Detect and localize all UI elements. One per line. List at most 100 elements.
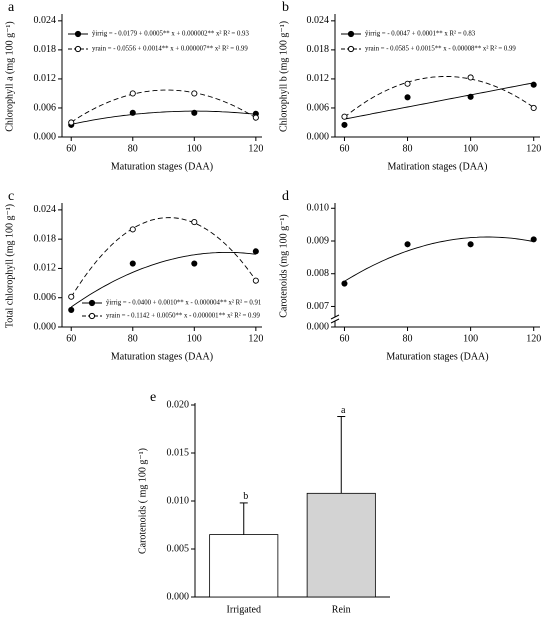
x-tick-label: 100 (187, 143, 202, 154)
y-tick-label: 0.007 (307, 301, 330, 312)
y-tick-label: 0.012 (34, 73, 57, 84)
legend-marker (74, 30, 82, 38)
legend-marker (74, 45, 82, 53)
y-tick-label: 0.005 (167, 543, 190, 554)
data-point (129, 226, 136, 233)
legend-marker (347, 30, 355, 38)
significance-letter: b (243, 491, 248, 502)
trend-line (344, 82, 534, 120)
data-point (68, 119, 75, 126)
x-tick-label: 60 (66, 333, 76, 344)
data-point (341, 280, 348, 287)
y-axis-label: Chlorophyll b (mg 100 g⁻¹) (278, 21, 289, 132)
legend-marker (347, 45, 355, 53)
y-tick-label: 0.018 (34, 233, 57, 244)
legend-label: ŷirrig = - 0.0047 + 0.0001** x R² = 0.83 (365, 31, 476, 38)
x-tick-label: 60 (339, 143, 349, 154)
trend-line (70, 251, 256, 308)
bar (306, 492, 376, 598)
y-tick-label: 0.010 (167, 495, 190, 506)
legend-label: yrain = - 0.1142 + 0.0050** x - 0.000001… (106, 313, 260, 320)
y-tick-label: 0.012 (307, 73, 330, 84)
y-tick-label: 0.012 (34, 263, 57, 274)
y-tick-label: 0.006 (307, 102, 330, 113)
x-tick-label: 60 (66, 143, 76, 154)
data-point (68, 293, 75, 300)
x-tick-label: 60 (339, 333, 349, 344)
legend-label: ŷirrig = - 0.0179 + 0.0005** x + 0.00000… (92, 31, 249, 38)
data-point (191, 90, 198, 97)
y-tick-label: 0.018 (307, 44, 330, 55)
y-tick-label: 0.000 (307, 321, 330, 332)
x-axis-label: Maturation stages (DAA) (111, 351, 213, 362)
legend-label: ŷirrig = - 0.0400 + 0.0010** x - 0.00000… (106, 300, 261, 307)
data-point (252, 248, 259, 255)
x-tick-label: 100 (463, 333, 478, 344)
axis-break-mark (330, 318, 340, 324)
x-tick-label: 120 (526, 333, 541, 344)
trend-line (71, 110, 256, 125)
x-tick-label: 80 (403, 333, 413, 344)
y-tick-label: 0.015 (167, 447, 190, 458)
data-point (252, 277, 259, 284)
panel-label: a (8, 0, 15, 15)
x-tick-label: 100 (187, 333, 202, 344)
data-point (68, 306, 75, 313)
panel-label: b (282, 0, 289, 15)
x-axis-label: Maturation stages (DAA) (111, 161, 213, 172)
legend-label: yrain = - 0.0556 + 0.0014** x + 0.000007… (92, 46, 248, 53)
panel-label: c (8, 189, 14, 204)
x-tick-label: 100 (463, 143, 478, 154)
x-tick-label: 80 (128, 333, 138, 344)
legend-marker (88, 299, 96, 307)
data-point (467, 241, 474, 248)
legend-marker (88, 312, 96, 320)
panel-label: e (150, 390, 156, 405)
x-tick-label: 80 (128, 143, 138, 154)
legend-label: yrain = - 0.0585 + 0.0015** x - 0.00008*… (365, 46, 516, 53)
y-axis-label: Carotenoids (mg 100 g⁻¹) (278, 214, 289, 318)
y-tick-label: 0.024 (307, 15, 330, 26)
data-point (191, 219, 198, 226)
y-tick-label: 0.024 (34, 15, 57, 26)
y-tick-label: 0.010 (307, 203, 330, 214)
y-tick-label: 0.024 (34, 204, 57, 215)
data-point (129, 260, 136, 267)
y-tick-label: 0.000 (167, 591, 190, 602)
y-tick-label: 0.020 (167, 399, 190, 410)
trend-line (70, 217, 257, 298)
x-tick-label: 120 (248, 143, 263, 154)
data-point (252, 114, 259, 121)
data-point (191, 109, 198, 116)
data-point (467, 74, 474, 81)
data-point (129, 90, 136, 97)
significance-letter: a (341, 405, 346, 416)
y-axis-label: Carotenoids ( mg 100 g⁻¹) (137, 448, 148, 554)
x-tick-label: 120 (526, 143, 541, 154)
data-point (404, 94, 411, 101)
data-point (129, 109, 136, 116)
data-point (341, 121, 348, 128)
x-axis-label: Matiration stages (DAA) (388, 161, 488, 172)
data-point (404, 241, 411, 248)
y-tick-label: 0.000 (34, 131, 57, 142)
x-tick-label: 120 (248, 333, 263, 344)
x-tick-label: Rein (332, 604, 351, 615)
y-tick-label: 0.008 (307, 268, 330, 279)
y-tick-label: 0.006 (34, 102, 57, 113)
bar (209, 534, 279, 598)
data-point (341, 113, 348, 120)
y-axis-label: Chlorophyll a (mg 100 g⁻¹) (4, 21, 15, 132)
data-point (191, 260, 198, 267)
y-tick-label: 0.009 (307, 235, 330, 246)
y-axis-label: Total chlorophyll (mg 100 g⁻¹) (4, 204, 15, 328)
x-tick-label: Irrigated (227, 604, 261, 615)
x-axis-label: Maturation stages (DAA) (386, 351, 488, 362)
data-point (530, 104, 537, 112)
x-tick-label: 80 (403, 143, 413, 154)
y-tick-label: 0.000 (34, 321, 57, 332)
y-tick-label: 0.018 (34, 44, 57, 55)
data-point (530, 81, 537, 88)
axis-break-gap (331, 317, 339, 321)
